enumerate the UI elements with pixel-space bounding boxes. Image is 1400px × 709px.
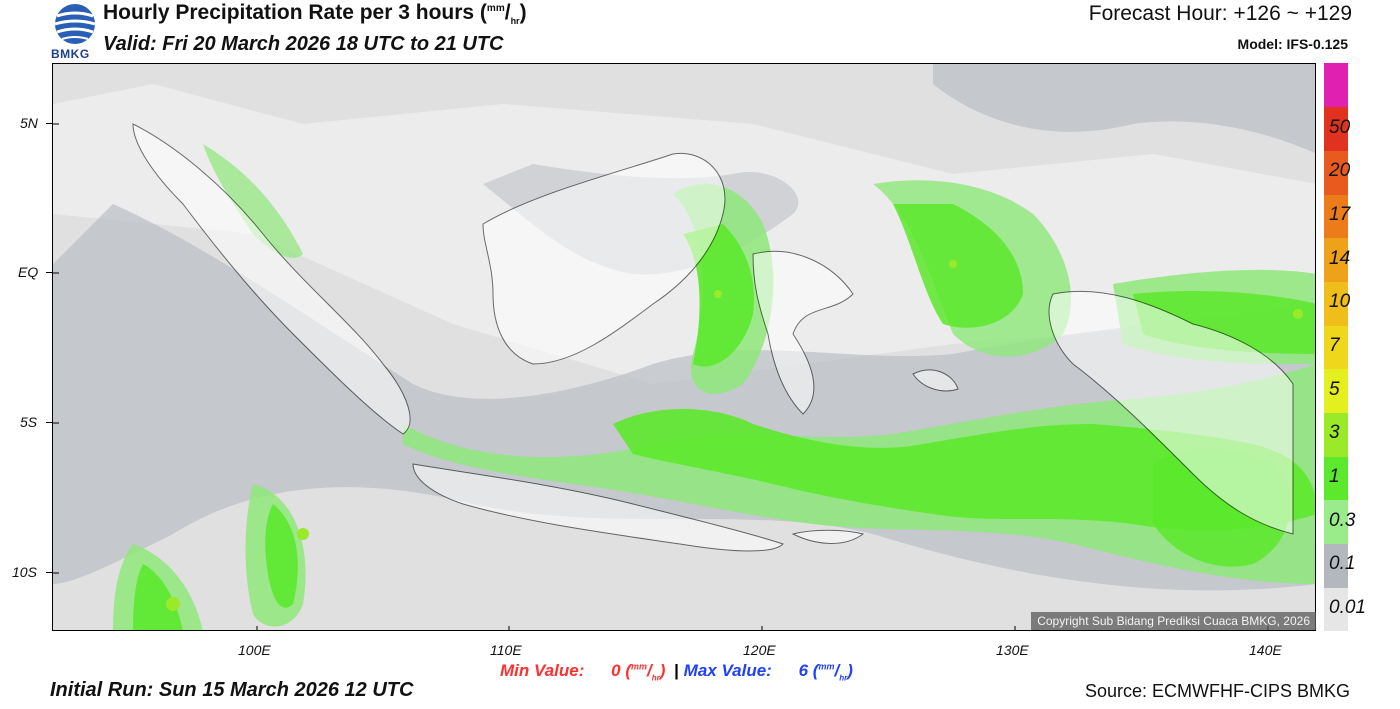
colorbar-segment (1324, 412, 1348, 457)
colorbar-label: 7 (1329, 335, 1340, 356)
colorbar-label: 5 (1329, 378, 1340, 400)
min-max-separator: | (674, 661, 679, 680)
max-value: 6 (798, 661, 809, 680)
min-unit-num: mm (631, 661, 648, 672)
land-outlines (132, 123, 1294, 552)
precipitation-map-canvas (53, 64, 1315, 630)
colorbar-label: 0.3 (1329, 509, 1356, 531)
logo-text: BMKG (51, 47, 90, 61)
colorbar-segment (1324, 456, 1348, 501)
colorbar-label: 17 (1329, 203, 1351, 225)
lat-tick (46, 422, 52, 423)
precipitation-map (52, 63, 1316, 631)
max-unit-den: hr (839, 673, 848, 683)
colorbar-segment (1324, 237, 1348, 282)
colorbar (1324, 63, 1348, 632)
colorbar-label: 14 (1329, 247, 1351, 269)
colorbar-segment (1324, 325, 1348, 370)
colorbar-segment (1324, 63, 1348, 108)
min-value: 0 (611, 661, 621, 680)
copyright-notice: Copyright Sub Bidang Prediksi Cuaca BMKG… (1031, 612, 1316, 630)
lon-label-130e: 130E (996, 642, 1029, 658)
lon-label-140e: 140E (1249, 642, 1282, 658)
min-max-values: Min Value: 0 (mm/hr) | Max Value: 6 (mm/… (500, 661, 853, 683)
lat-tick (46, 123, 52, 124)
colorbar-label: 1 (1329, 466, 1340, 488)
min-unit-den: hr (651, 673, 660, 683)
precip-yellow-green (166, 260, 1303, 611)
data-source: Source: ECMWFHF-CIPS BMKG (1084, 681, 1350, 701)
lon-label-100e: 100E (238, 642, 271, 658)
model-name: Model: IFS-0.125 (1237, 36, 1348, 52)
lon-label-110e: 110E (490, 642, 522, 658)
colorbar-segment (1324, 194, 1348, 239)
valid-time: Valid: Fri 20 March 2026 18 UTC to 21 UT… (103, 33, 504, 55)
colorbar-label: 10 (1329, 291, 1351, 313)
colorbar-label: 50 (1329, 116, 1351, 138)
min-label: Min Value: (500, 661, 585, 680)
title-unit-num: mm (486, 3, 505, 14)
lat-tick (46, 272, 52, 273)
lat-label-5s: 5S (20, 414, 38, 430)
bmkg-logo: BMKG (50, 2, 100, 61)
colorbar-label: 20 (1329, 160, 1351, 182)
colorbar-segment (1324, 106, 1348, 151)
bmkg-logo-globe-icon (54, 4, 96, 44)
forecast-hour: Forecast Hour: +126 ~ +129 (1088, 2, 1352, 25)
lat-label-eq: EQ (18, 264, 39, 280)
colorbar-label: 3 (1329, 422, 1340, 444)
colorbar-label: 0.1 (1329, 553, 1356, 575)
title-unit-den: hr (510, 16, 520, 27)
colorbar-segment (1324, 368, 1348, 414)
max-label: Max Value: (683, 661, 772, 680)
colorbar-segment (1324, 543, 1348, 588)
chart-title: Hourly Precipitation Rate per 3 hours (m… (103, 1, 527, 27)
max-unit-num: mm (818, 661, 835, 672)
colorbar-segment (1324, 587, 1348, 632)
title-text: Hourly Precipitation Rate per 3 hours (103, 1, 475, 24)
colorbar-segment (1324, 281, 1348, 326)
lon-label-120e: 120E (743, 642, 776, 658)
colorbar-segment (1324, 499, 1348, 545)
initial-run: Initial Run: Sun 15 March 2026 12 UTC (50, 679, 414, 701)
lat-label-10s: 10S (12, 564, 37, 580)
lat-tick (46, 572, 52, 573)
colorbar-label: 0.01 (1329, 597, 1366, 619)
colorbar-segment (1324, 150, 1348, 195)
lat-label-5n: 5N (20, 115, 38, 131)
